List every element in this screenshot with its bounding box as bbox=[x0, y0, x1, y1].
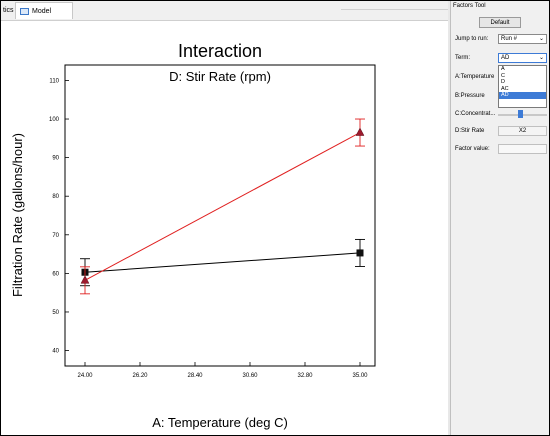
y-tick-label: 40 bbox=[52, 349, 59, 355]
chart-title: Interaction bbox=[178, 41, 262, 61]
data-point-triangle bbox=[80, 275, 90, 284]
y-tick-label: 60 bbox=[52, 271, 59, 277]
vertical-splitter[interactable] bbox=[448, 1, 450, 435]
y-tick-label: 90 bbox=[52, 156, 59, 162]
jump-to-run-select[interactable]: Run # ⌄ bbox=[498, 34, 547, 44]
x-tick-label: 32.80 bbox=[297, 373, 313, 379]
factor-value-field[interactable] bbox=[498, 144, 547, 154]
y-tick-label: 110 bbox=[49, 78, 59, 84]
chevron-down-icon: ⌄ bbox=[538, 55, 544, 61]
toolbar-strip bbox=[341, 1, 448, 10]
axis-ticks: 24.00 26.20 28.40 30.60 32.80 35.00 40 50 60 70 80… bbox=[49, 78, 368, 379]
term-dropdown-list: A C D AC AD bbox=[498, 65, 547, 108]
x-tick-label: 30.60 bbox=[242, 373, 258, 379]
factor-label-temperature: A:Temperature bbox=[455, 74, 495, 80]
term-select[interactable]: AD ⌄ bbox=[498, 53, 547, 63]
term-label: Term: bbox=[455, 55, 470, 61]
series-line bbox=[84, 252, 361, 273]
chart-subtitle: D: Stir Rate (rpm) bbox=[169, 69, 271, 84]
tab-label: tics bbox=[3, 7, 14, 14]
tab-bar: tics Model Graphs bbox=[1, 1, 448, 32]
x-axis-label: A: Temperature (deg C) bbox=[152, 415, 288, 430]
jump-to-run-label: Jump to run: bbox=[455, 36, 489, 42]
factor-label-pressure: B:Pressure bbox=[455, 93, 485, 99]
x-tick-label: 24.00 bbox=[77, 373, 93, 379]
y-tick-label: 70 bbox=[52, 233, 59, 239]
stir-rate-value[interactable]: X2 bbox=[498, 126, 547, 136]
y-tick-label: 80 bbox=[52, 194, 59, 200]
concentration-slider-thumb[interactable] bbox=[518, 110, 523, 118]
chevron-down-icon: ⌄ bbox=[538, 36, 544, 42]
x-tick-label: 35.00 bbox=[352, 373, 368, 379]
graph-icon bbox=[20, 7, 29, 15]
series-line bbox=[84, 132, 361, 281]
term-option-c[interactable]: C bbox=[501, 72, 505, 79]
term-value: AD bbox=[501, 55, 510, 61]
x-tick-label: 28.40 bbox=[187, 373, 203, 379]
term-option-a[interactable]: A bbox=[501, 66, 505, 72]
term-option-d[interactable]: D bbox=[501, 79, 505, 85]
tab-statistics[interactable]: tics bbox=[3, 2, 14, 19]
plot-frame bbox=[64, 64, 376, 367]
term-option-ac[interactable]: AC bbox=[501, 85, 509, 92]
graph-area: Interaction D: Stir Rate (rpm) A: Temper… bbox=[1, 21, 448, 435]
factors-tool-panel: Factors Tool Default Jump to run: Run # … bbox=[450, 1, 549, 435]
term-option-ad[interactable]: AD bbox=[499, 92, 546, 99]
tab-model-graphs[interactable]: Model Graphs bbox=[15, 2, 73, 32]
data-point-square bbox=[356, 249, 364, 257]
y-tick-label: 50 bbox=[52, 310, 59, 316]
y-axis-label: Filtration Rate (gallons/hour) bbox=[10, 133, 25, 297]
data-point-triangle bbox=[355, 127, 365, 136]
factor-value-label: Factor value: bbox=[455, 146, 490, 152]
chart-marks bbox=[80, 118, 365, 295]
factor-label-stir-rate: D:Stir Rate bbox=[455, 128, 485, 134]
interaction-chart: Interaction D: Stir Rate (rpm) A: Temper… bbox=[10, 41, 376, 430]
panel-title: Factors Tool bbox=[453, 3, 486, 9]
x-tick-label: 26.20 bbox=[132, 373, 148, 379]
y-tick-label: 100 bbox=[49, 117, 60, 123]
factor-label-concentration: C:Concentrat... bbox=[455, 111, 496, 117]
default-button[interactable]: Default bbox=[479, 17, 521, 28]
jump-value: Run # bbox=[501, 36, 518, 42]
